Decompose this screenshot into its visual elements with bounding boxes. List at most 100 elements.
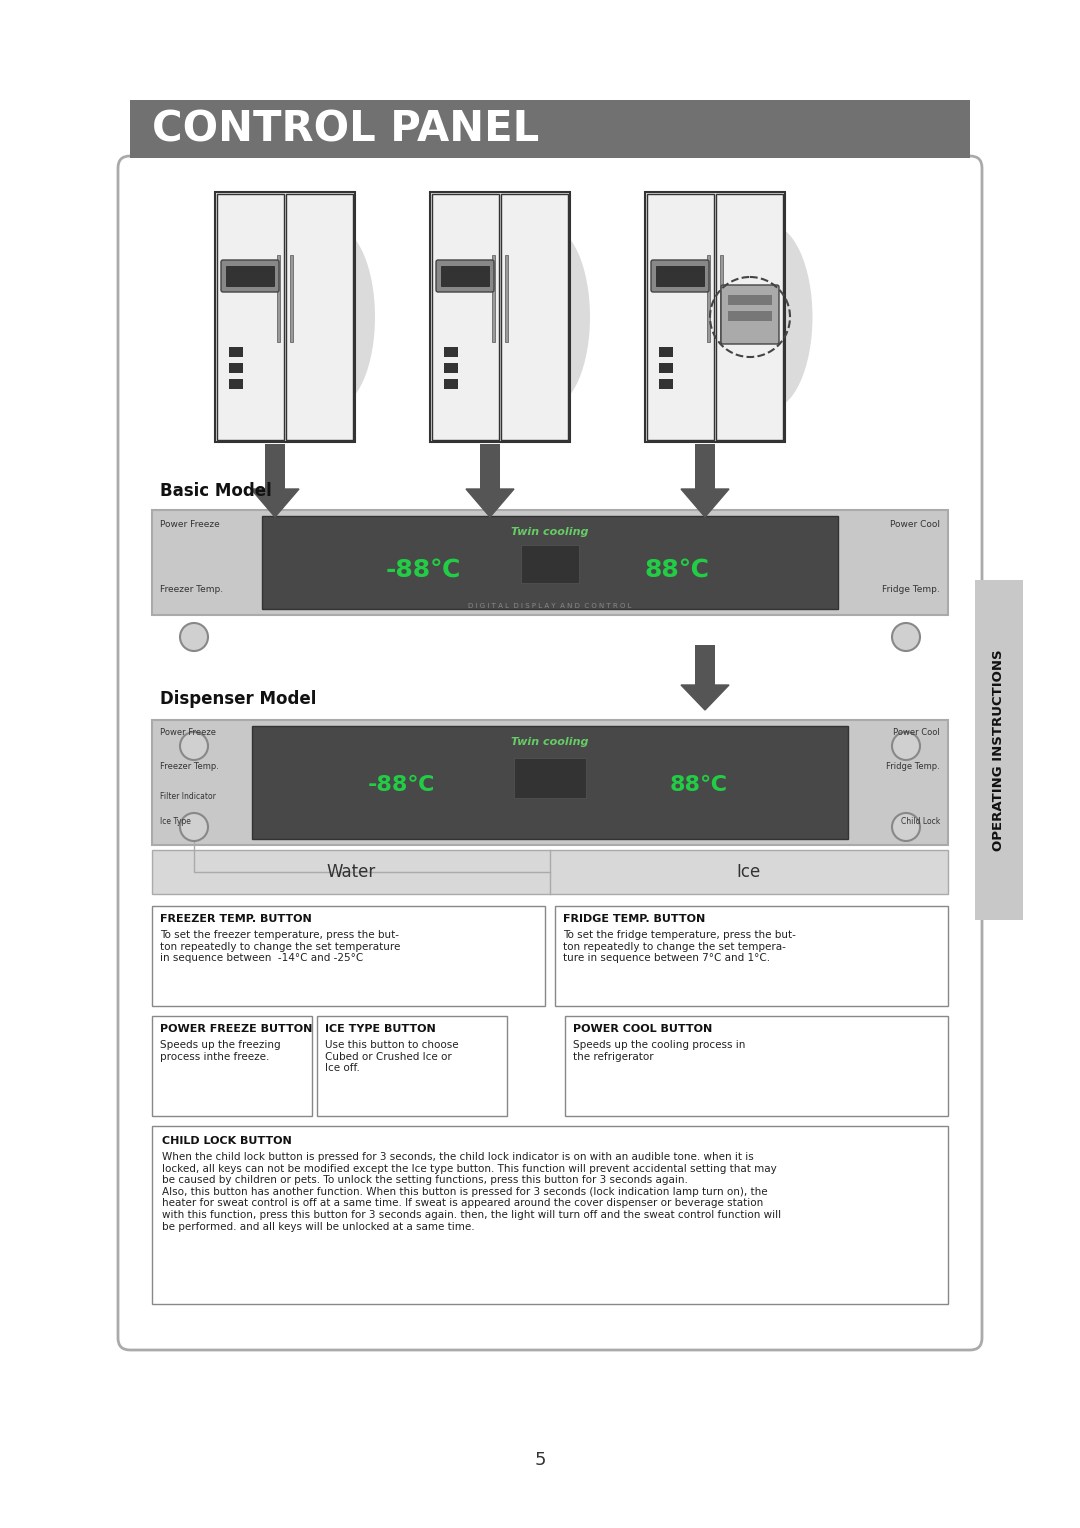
Polygon shape (465, 489, 514, 516)
Text: OPERATING INSTRUCTIONS: OPERATING INSTRUCTIONS (993, 649, 1005, 851)
Bar (728, 312, 772, 321)
Text: Twin cooling: Twin cooling (511, 527, 589, 536)
Polygon shape (251, 489, 299, 516)
Bar (215, 193, 355, 442)
Text: FREEZER TEMP. BUTTON: FREEZER TEMP. BUTTON (160, 914, 312, 924)
Polygon shape (681, 685, 729, 711)
Circle shape (892, 623, 920, 651)
Text: D I G I T A L  D I S P L A Y  A N D  C O N T R O L: D I G I T A L D I S P L A Y A N D C O N … (469, 604, 632, 610)
Bar (656, 266, 704, 286)
Bar (444, 347, 458, 358)
Text: CHILD LOCK BUTTON: CHILD LOCK BUTTON (162, 1135, 292, 1146)
Bar (647, 194, 714, 440)
Text: To set the freezer temperature, press the but-
ton repeatedly to change the set : To set the freezer temperature, press th… (160, 931, 401, 963)
Bar (152, 510, 948, 614)
Bar (716, 194, 783, 440)
Bar (130, 99, 970, 157)
FancyBboxPatch shape (651, 260, 708, 292)
Bar (152, 850, 948, 894)
Text: 5: 5 (535, 1452, 545, 1468)
Text: Ice: Ice (737, 863, 761, 882)
Text: -88℃: -88℃ (367, 775, 434, 795)
Bar (152, 1126, 948, 1303)
Text: Power Freeze: Power Freeze (160, 727, 216, 736)
Bar (720, 255, 723, 342)
Text: Use this button to choose
Cubed or Crushed Ice or
Ice off.: Use this button to choose Cubed or Crush… (325, 1041, 459, 1073)
Bar (645, 193, 785, 442)
Ellipse shape (728, 225, 812, 410)
Text: Power Freeze: Power Freeze (160, 520, 219, 529)
Polygon shape (681, 489, 729, 516)
Text: POWER FREEZE BUTTON: POWER FREEZE BUTTON (160, 1024, 312, 1034)
Text: -88℃: -88℃ (386, 558, 461, 582)
Text: CONTROL PANEL: CONTROL PANEL (152, 108, 539, 150)
Bar (152, 720, 948, 845)
Bar (659, 379, 673, 390)
Bar (659, 364, 673, 373)
Bar (262, 516, 838, 610)
Text: Power Cool: Power Cool (893, 727, 940, 736)
Text: ICE TYPE BUTTON: ICE TYPE BUTTON (325, 1024, 435, 1034)
Text: Speeds up the cooling process in
the refrigerator: Speeds up the cooling process in the ref… (573, 1041, 745, 1062)
Bar (505, 255, 508, 342)
Bar (226, 266, 274, 286)
Bar (522, 545, 579, 584)
Bar (492, 255, 495, 342)
FancyBboxPatch shape (221, 260, 279, 292)
Bar (441, 266, 489, 286)
Text: Fridge Temp.: Fridge Temp. (882, 585, 940, 594)
Text: Ice Type: Ice Type (160, 817, 191, 827)
Bar (430, 193, 570, 442)
Text: Power Cool: Power Cool (890, 520, 940, 529)
Bar (696, 645, 715, 685)
Bar (318, 1016, 507, 1115)
Bar (514, 758, 585, 798)
Ellipse shape (510, 228, 590, 406)
Bar (229, 347, 243, 358)
Text: Freezer Temp.: Freezer Temp. (160, 762, 219, 772)
Bar (555, 906, 948, 1005)
Bar (480, 445, 500, 489)
Text: Freezer Temp.: Freezer Temp. (160, 585, 224, 594)
Bar (265, 445, 285, 489)
Bar (229, 364, 243, 373)
Text: Child Lock: Child Lock (901, 817, 940, 827)
Circle shape (180, 732, 208, 759)
Bar (975, 581, 1023, 920)
Bar (432, 194, 499, 440)
Text: When the child lock button is pressed for 3 seconds, the child lock indicator is: When the child lock button is pressed fo… (162, 1152, 781, 1232)
Text: Dispenser Model: Dispenser Model (160, 691, 316, 707)
Text: Speeds up the freezing
process inthe freeze.: Speeds up the freezing process inthe fre… (160, 1041, 281, 1062)
FancyBboxPatch shape (436, 260, 494, 292)
Bar (286, 194, 353, 440)
FancyBboxPatch shape (118, 156, 982, 1351)
Bar (152, 906, 545, 1005)
Bar (707, 255, 710, 342)
Text: To set the fridge temperature, press the but-
ton repeatedly to change the set t: To set the fridge temperature, press the… (563, 931, 796, 963)
Bar (276, 255, 280, 342)
Bar (152, 1016, 312, 1115)
Text: Basic Model: Basic Model (160, 481, 272, 500)
Text: FRIDGE TEMP. BUTTON: FRIDGE TEMP. BUTTON (563, 914, 705, 924)
Text: 88℃: 88℃ (670, 775, 728, 795)
Bar (696, 445, 715, 489)
Bar (444, 379, 458, 390)
Bar (501, 194, 568, 440)
Bar (565, 1016, 948, 1115)
Text: 88℃: 88℃ (644, 558, 710, 582)
Bar (229, 379, 243, 390)
Ellipse shape (295, 228, 375, 406)
Text: Filter Indicator: Filter Indicator (160, 792, 216, 801)
Bar (444, 364, 458, 373)
Bar (659, 347, 673, 358)
Circle shape (892, 732, 920, 759)
FancyBboxPatch shape (721, 286, 779, 344)
Bar (252, 726, 848, 839)
Text: POWER COOL BUTTON: POWER COOL BUTTON (573, 1024, 712, 1034)
Text: Fridge Temp.: Fridge Temp. (887, 762, 940, 772)
Bar (728, 295, 772, 306)
Circle shape (180, 813, 208, 840)
Bar (217, 194, 284, 440)
Text: Twin cooling: Twin cooling (511, 736, 589, 747)
Circle shape (892, 813, 920, 840)
